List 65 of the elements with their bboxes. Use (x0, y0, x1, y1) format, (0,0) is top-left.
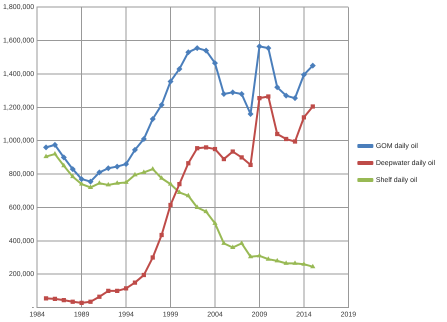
point (78, 176, 85, 182)
point (176, 66, 182, 72)
point (62, 298, 66, 302)
point (310, 104, 315, 109)
point (123, 161, 130, 168)
point (256, 43, 262, 50)
point (106, 182, 111, 186)
point (115, 288, 120, 294)
point (43, 144, 50, 150)
point (195, 146, 200, 150)
point (106, 288, 110, 294)
point (266, 94, 270, 99)
point (186, 161, 190, 166)
point (230, 89, 236, 96)
point (274, 84, 280, 90)
point (88, 184, 94, 189)
point (52, 142, 58, 148)
point (194, 45, 200, 52)
point (203, 208, 209, 214)
point (114, 164, 120, 170)
point (150, 255, 155, 260)
point (240, 155, 244, 160)
point (88, 300, 93, 304)
point (123, 179, 129, 184)
point (248, 254, 254, 258)
point (132, 146, 138, 153)
point (105, 165, 112, 172)
point (43, 154, 49, 158)
point (168, 181, 174, 186)
point (300, 72, 307, 78)
point (150, 166, 156, 171)
point (70, 174, 76, 178)
point (168, 78, 174, 84)
point (70, 166, 76, 172)
point (203, 48, 210, 54)
point (150, 116, 156, 122)
point (302, 115, 306, 120)
point (132, 172, 138, 176)
point (292, 260, 298, 265)
point (70, 300, 75, 304)
point (230, 149, 235, 154)
point (221, 240, 226, 245)
point (230, 244, 236, 250)
point (212, 220, 218, 225)
point (275, 132, 280, 136)
point (239, 240, 244, 245)
point (257, 96, 262, 100)
point (158, 102, 165, 108)
point (87, 178, 94, 185)
point (60, 154, 67, 160)
point (142, 272, 146, 278)
point (97, 294, 102, 299)
point (96, 169, 102, 176)
point (185, 49, 192, 56)
point (238, 90, 245, 97)
point (265, 45, 272, 52)
point (284, 260, 289, 265)
point (220, 90, 227, 97)
point (283, 92, 290, 99)
point (186, 192, 191, 198)
point (292, 95, 298, 102)
point (140, 136, 147, 142)
point (114, 180, 120, 185)
point (212, 60, 218, 66)
point (310, 62, 316, 69)
